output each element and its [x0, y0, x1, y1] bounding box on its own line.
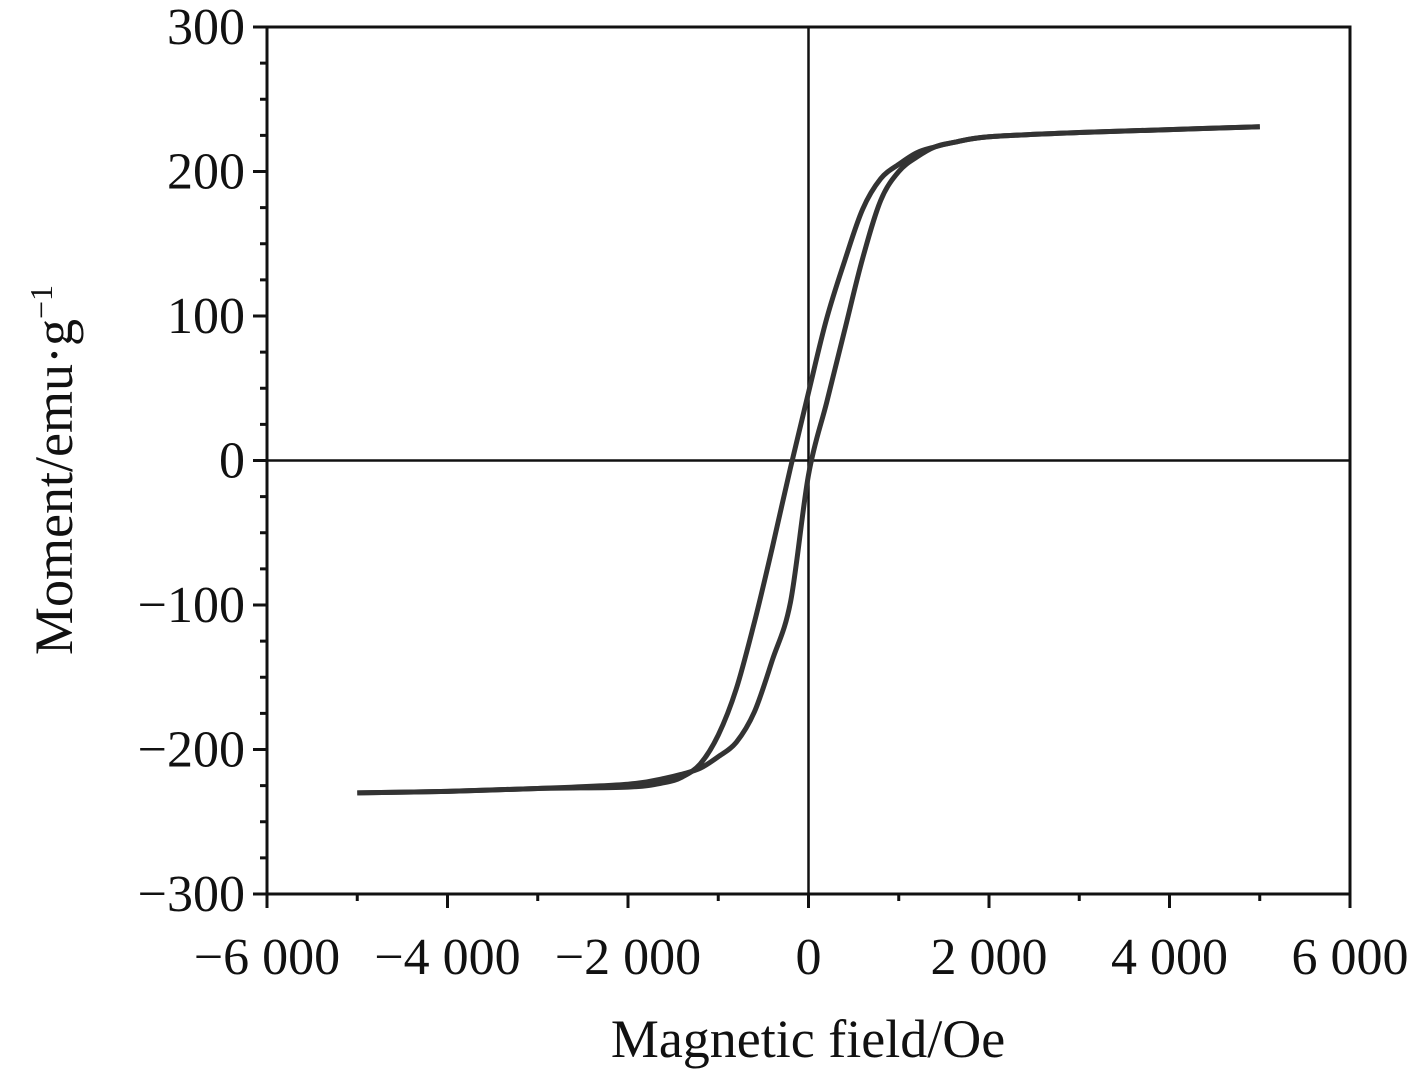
y-tick-label: 100 [167, 288, 245, 345]
y-tick-label: 0 [219, 433, 245, 490]
x-tick-label: −6 000 [194, 929, 340, 986]
x-tick-label: 6 000 [1292, 929, 1409, 986]
x-tick-label: −2 000 [555, 929, 701, 986]
series-lines [357, 124, 1260, 796]
y-tick-label: 300 [167, 0, 245, 56]
y-tick-label: −100 [138, 577, 245, 634]
y-axis-title: Moment/emu·g−1 [23, 285, 84, 655]
axis-ticks [253, 25, 1352, 908]
x-axis-title: Magnetic field/Oe [611, 1009, 1005, 1069]
y-tick-label: −200 [138, 722, 245, 779]
y-axis-title-main: Moment/emu·g [24, 319, 84, 655]
y-tick-label: 200 [167, 144, 245, 201]
x-tick-label: 4 000 [1111, 929, 1228, 986]
series-line-ascending [357, 124, 1260, 796]
axis-tick-labels: −6 000 −4 000 −2 000 0 2 000 4 000 6 000 300 200… [138, 0, 1409, 986]
x-tick-label: 0 [796, 929, 822, 986]
y-tick-label: −300 [138, 866, 245, 923]
x-tick-label: 2 000 [931, 929, 1048, 986]
x-tick-label: −4 000 [374, 929, 520, 986]
y-axis-title-sup: −1 [23, 285, 59, 319]
